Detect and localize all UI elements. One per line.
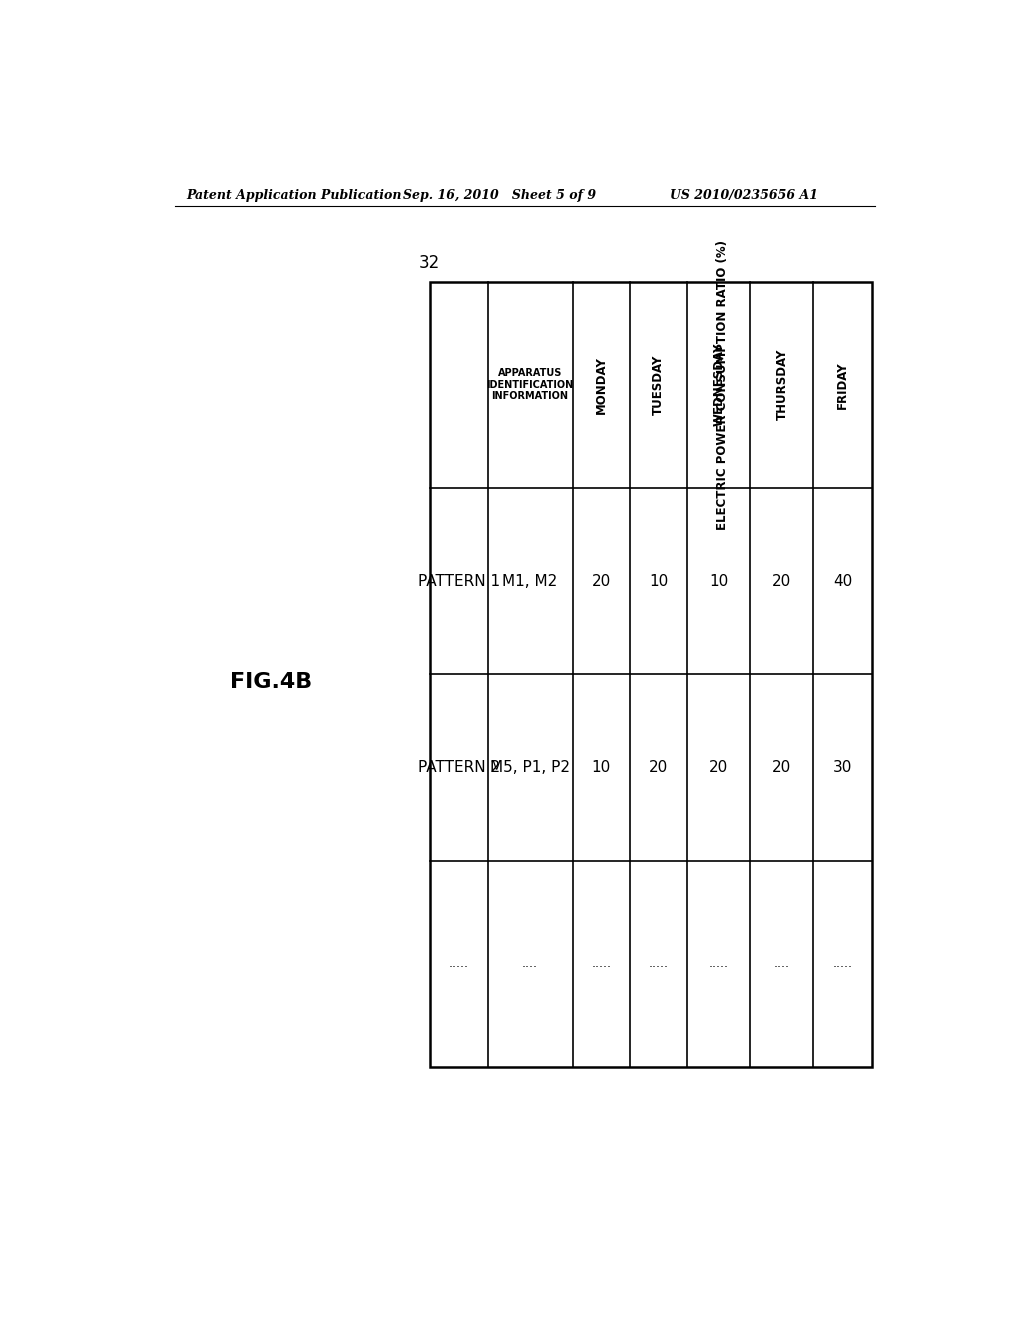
Text: TUESDAY: TUESDAY — [652, 355, 665, 414]
Text: M1, M2: M1, M2 — [503, 574, 558, 589]
Text: MONDAY: MONDAY — [595, 356, 607, 413]
Text: 20: 20 — [772, 574, 792, 589]
Text: .....: ..... — [591, 957, 611, 970]
Bar — [430, 281, 872, 1067]
Text: THURSDAY: THURSDAY — [775, 348, 788, 421]
Text: WEDNESDAY: WEDNESDAY — [713, 343, 725, 426]
Text: .....: ..... — [648, 957, 669, 970]
Text: .....: ..... — [709, 957, 729, 970]
Text: 20: 20 — [592, 574, 611, 589]
Text: 30: 30 — [834, 760, 852, 775]
Text: ....: .... — [774, 957, 790, 970]
Text: 20: 20 — [710, 760, 728, 775]
Text: FIG.4B: FIG.4B — [230, 672, 312, 692]
Text: FRIDAY: FRIDAY — [837, 360, 849, 409]
Text: 20: 20 — [649, 760, 669, 775]
Text: ELECTRIC POWER CONSUMPTION RATIO (%): ELECTRIC POWER CONSUMPTION RATIO (%) — [716, 240, 729, 529]
Text: M5, P1, P2: M5, P1, P2 — [490, 760, 570, 775]
Text: ....: .... — [522, 957, 538, 970]
Text: 10: 10 — [592, 760, 611, 775]
Text: 32: 32 — [419, 255, 440, 272]
Text: Sep. 16, 2010   Sheet 5 of 9: Sep. 16, 2010 Sheet 5 of 9 — [403, 189, 596, 202]
Text: APPARATUS
IDENTIFICATION
INFORMATION: APPARATUS IDENTIFICATION INFORMATION — [486, 368, 573, 401]
Text: 40: 40 — [834, 574, 852, 589]
Text: PATTERN 2: PATTERN 2 — [418, 760, 500, 775]
Text: 10: 10 — [649, 574, 669, 589]
Text: 20: 20 — [772, 760, 792, 775]
Text: .....: ..... — [449, 957, 469, 970]
Text: US 2010/0235656 A1: US 2010/0235656 A1 — [671, 189, 818, 202]
Text: .....: ..... — [833, 957, 853, 970]
Text: PATTERN 1: PATTERN 1 — [418, 574, 500, 589]
Text: Patent Application Publication: Patent Application Publication — [186, 189, 401, 202]
Text: 10: 10 — [710, 574, 728, 589]
